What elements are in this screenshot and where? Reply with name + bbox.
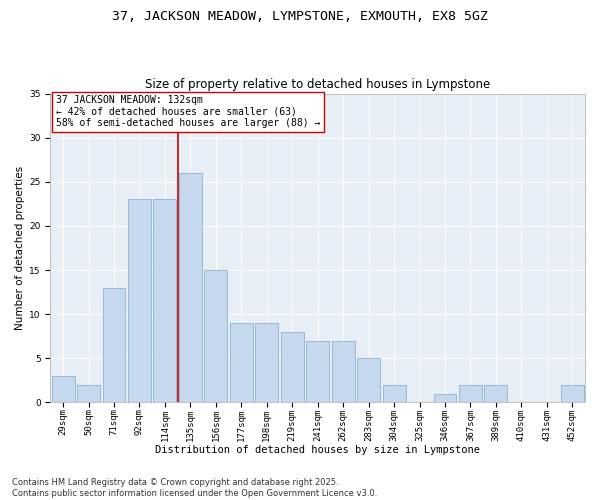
Bar — [256, 323, 278, 402]
X-axis label: Distribution of detached houses by size in Lympstone: Distribution of detached houses by size … — [155, 445, 480, 455]
Bar — [383, 384, 406, 402]
Y-axis label: Number of detached properties: Number of detached properties — [15, 166, 25, 330]
Bar — [459, 384, 482, 402]
Bar — [281, 332, 304, 402]
Bar — [128, 200, 151, 402]
Bar — [484, 384, 508, 402]
Bar — [561, 384, 584, 402]
Text: 37 JACKSON MEADOW: 132sqm
← 42% of detached houses are smaller (63)
58% of semi-: 37 JACKSON MEADOW: 132sqm ← 42% of detac… — [56, 95, 320, 128]
Text: Contains HM Land Registry data © Crown copyright and database right 2025.
Contai: Contains HM Land Registry data © Crown c… — [12, 478, 377, 498]
Bar — [52, 376, 74, 402]
Title: Size of property relative to detached houses in Lympstone: Size of property relative to detached ho… — [145, 78, 490, 91]
Bar — [357, 358, 380, 403]
Bar — [179, 173, 202, 402]
Bar — [103, 288, 125, 403]
Bar — [332, 340, 355, 402]
Bar — [230, 323, 253, 402]
Bar — [306, 340, 329, 402]
Bar — [434, 394, 457, 402]
Bar — [154, 200, 176, 402]
Text: 37, JACKSON MEADOW, LYMPSTONE, EXMOUTH, EX8 5GZ: 37, JACKSON MEADOW, LYMPSTONE, EXMOUTH, … — [112, 10, 488, 23]
Bar — [77, 384, 100, 402]
Bar — [205, 270, 227, 402]
